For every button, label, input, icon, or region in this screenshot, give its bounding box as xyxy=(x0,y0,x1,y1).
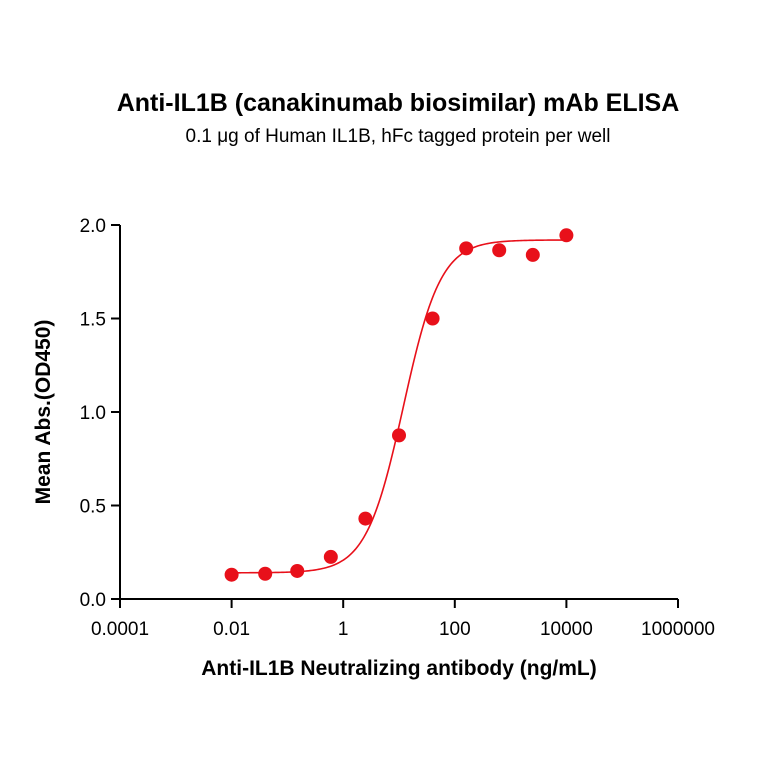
x-tick-label: 0.0001 xyxy=(91,619,149,640)
x-tick-label: 1 xyxy=(338,619,349,640)
data-point xyxy=(323,549,338,564)
data-point xyxy=(392,428,406,443)
x-axis-label: Anti-IL1B Neutralizing antibody (ng/mL) xyxy=(201,657,596,680)
data-point xyxy=(559,228,574,243)
data-point xyxy=(290,563,305,578)
x-tick-label: 1000000 xyxy=(641,619,715,640)
data-point xyxy=(492,243,507,258)
chart-subtitle: 0.1 μg of Human IL1B, hFc tagged protein… xyxy=(186,126,611,147)
data-point xyxy=(425,311,440,326)
y-tick-label: 1.5 xyxy=(80,310,106,331)
data-point xyxy=(358,511,373,526)
chart-title: Anti-IL1B (canakinumab biosimilar) mAb E… xyxy=(117,89,680,117)
x-tick-label: 10000 xyxy=(540,619,593,640)
x-tick-label: 100 xyxy=(439,619,471,640)
data-point xyxy=(525,247,540,262)
x-tick-label: 0.01 xyxy=(213,619,250,640)
data-point xyxy=(258,566,273,581)
data-point xyxy=(224,567,239,582)
y-tick-label: 0.5 xyxy=(80,497,106,518)
y-tick-label: 2.0 xyxy=(80,216,106,237)
x-ticks: 0.0001 0.01 1 100 10000 1000000 xyxy=(91,599,715,640)
data-point xyxy=(459,241,474,256)
y-tick-label: 1.0 xyxy=(80,403,106,424)
y-tick-label: 0.0 xyxy=(80,590,106,611)
fit-curve xyxy=(231,239,567,574)
y-ticks: 0.0 0.5 1.0 1.5 2.0 xyxy=(80,216,120,611)
data-points xyxy=(224,228,574,582)
y-axis-label: Mean Abs.(OD450) xyxy=(32,320,55,505)
axes xyxy=(119,225,678,600)
